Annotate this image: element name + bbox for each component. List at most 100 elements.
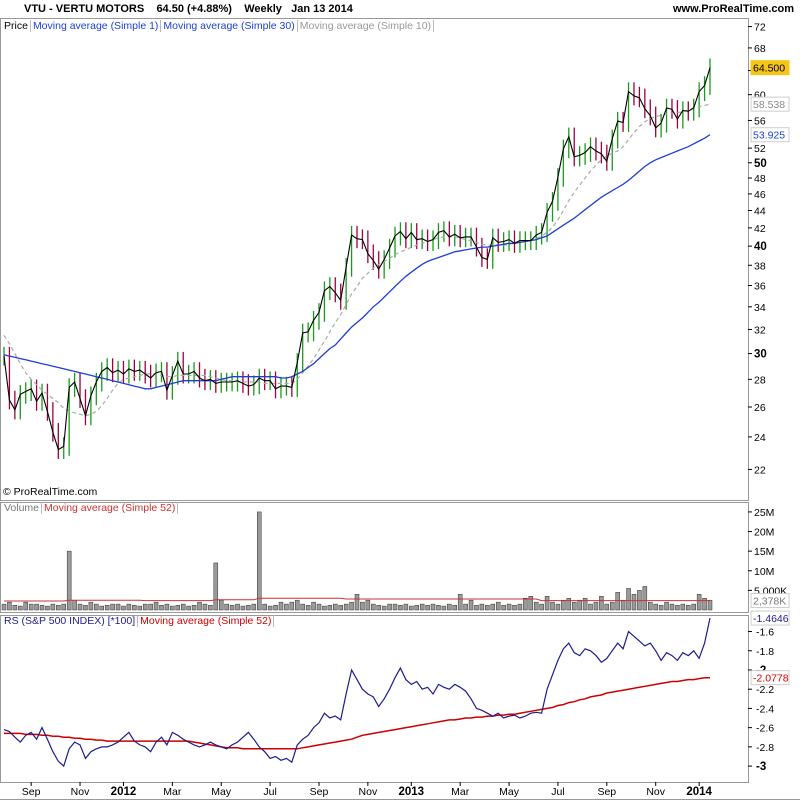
volume-bar: [387, 603, 392, 611]
volume-bar: [45, 605, 50, 611]
volume-bar: [316, 603, 322, 611]
volume-bar: [56, 605, 61, 611]
price-legend: Price Moving average (Simple 1) Moving ave…: [2, 20, 435, 32]
volume-bar: [533, 601, 539, 611]
x-axis-label: Jul: [551, 786, 564, 798]
volume-bar: [653, 603, 658, 611]
volume-bar: [110, 603, 115, 611]
rs-axis-label: -1.8: [756, 646, 774, 658]
volume-bar: [381, 605, 387, 611]
price-axis-label: 40: [754, 241, 767, 253]
volume-bar: [284, 603, 289, 611]
volume-bar: [447, 603, 452, 611]
volume-bar: [485, 605, 490, 611]
site-link[interactable]: www.ProRealTime.com: [672, 3, 794, 15]
last-rs-label-bg: [750, 610, 790, 626]
volume-bar: [311, 601, 316, 611]
volume-bar: [66, 550, 72, 611]
rs-legend: RS (S&P 500 INDEX) [*100] Moving average …: [2, 615, 275, 627]
last-price-label: 64.500: [753, 63, 785, 75]
rs-axis-label: -2.8: [756, 742, 774, 754]
volume-bar: [702, 597, 707, 611]
volume-bar: [251, 603, 257, 611]
volume-bar: [23, 601, 28, 611]
volume-bar: [322, 605, 327, 611]
volume-bar: [512, 605, 517, 611]
volume-bar: [457, 594, 463, 611]
volume-bar: [153, 601, 159, 611]
volume-bar: [208, 605, 213, 611]
legend-ma1[interactable]: Moving average (Simple 1): [30, 20, 162, 32]
volume-bar: [490, 603, 496, 611]
volume-bar: [430, 603, 436, 611]
volume-bar: [419, 603, 425, 611]
volume-bar: [664, 601, 669, 611]
volume-bar: [626, 588, 631, 611]
rs-axis-label: -2.2: [756, 684, 774, 696]
volume-bar: [338, 605, 343, 611]
legend-rs-ma[interactable]: Moving average (Simple 52): [138, 615, 275, 627]
volume-bar: [669, 603, 675, 611]
volume-bar: [441, 605, 447, 611]
volume-bar: [94, 603, 99, 611]
volume-bar: [588, 603, 593, 611]
volume-bar: [436, 605, 441, 611]
price-axis-label: 46: [754, 189, 766, 201]
x-axis-label: Mar: [451, 786, 470, 798]
last-volume-ma-label: 2,378K: [753, 596, 786, 608]
price-axis-label: 26: [754, 402, 766, 414]
legend-volume[interactable]: Volume: [2, 502, 43, 514]
volume-bar: [414, 605, 419, 611]
price-axis-label: 24: [754, 432, 766, 444]
rs-axis-label: -2.4: [756, 703, 774, 715]
last-ma30-label-bg: [750, 127, 790, 143]
volume-bar: [523, 597, 528, 611]
volume-bar: [609, 601, 615, 611]
volume-bar: [295, 599, 300, 611]
volume-bar: [262, 603, 267, 611]
price-axis-label: 38: [754, 260, 766, 272]
volume-ma-line: [4, 597, 710, 602]
volume-bar: [577, 599, 582, 611]
volume-bar: [615, 592, 620, 611]
legend-rs[interactable]: RS (S&P 500 INDEX) [*100]: [2, 615, 139, 627]
legend-ma10[interactable]: Moving average (Simple 10): [297, 20, 435, 32]
price-axis-label: 72: [754, 22, 766, 34]
volume-bar: [392, 603, 398, 611]
volume-bar: [186, 605, 191, 611]
last-quote: 64.50 (+4.88%): [156, 3, 232, 15]
volume-bar: [680, 603, 686, 611]
ma10-line: [3, 103, 711, 417]
volume-bar: [191, 605, 197, 611]
volume-bar: [18, 605, 23, 611]
volume-bar: [463, 603, 468, 611]
volume-bar: [180, 603, 186, 611]
volume-bar: [77, 603, 83, 611]
volume-bar: [561, 599, 566, 611]
volume-bar: [550, 601, 555, 611]
legend-volume-ma[interactable]: Moving average (Simple 52): [42, 502, 179, 514]
volume-bar: [599, 596, 604, 611]
volume-bar: [39, 605, 45, 611]
last-ma30-label: 53.925: [753, 130, 785, 142]
volume-bar: [1, 603, 7, 611]
volume-bar: [83, 605, 88, 611]
price-axis-label: 30: [754, 349, 767, 361]
legend-price[interactable]: Price: [2, 20, 31, 32]
volume-bar: [360, 601, 365, 611]
volume-bar: [115, 603, 121, 611]
last-rs-label: -1.4646: [753, 613, 789, 625]
legend-ma30[interactable]: Moving average (Simple 30): [161, 20, 298, 32]
volume-bar: [658, 605, 664, 611]
volume-bar: [289, 601, 295, 611]
price-axis-label: 34: [754, 302, 766, 314]
volume-bar: [495, 601, 501, 611]
volume-bar: [675, 605, 680, 611]
volume-bar: [707, 599, 713, 611]
volume-bar: [137, 605, 143, 611]
price-axis-label: 52: [754, 143, 766, 155]
volume-bar: [50, 603, 56, 611]
volume-bar: [170, 605, 175, 611]
panel-frame-1: [0, 502, 749, 613]
